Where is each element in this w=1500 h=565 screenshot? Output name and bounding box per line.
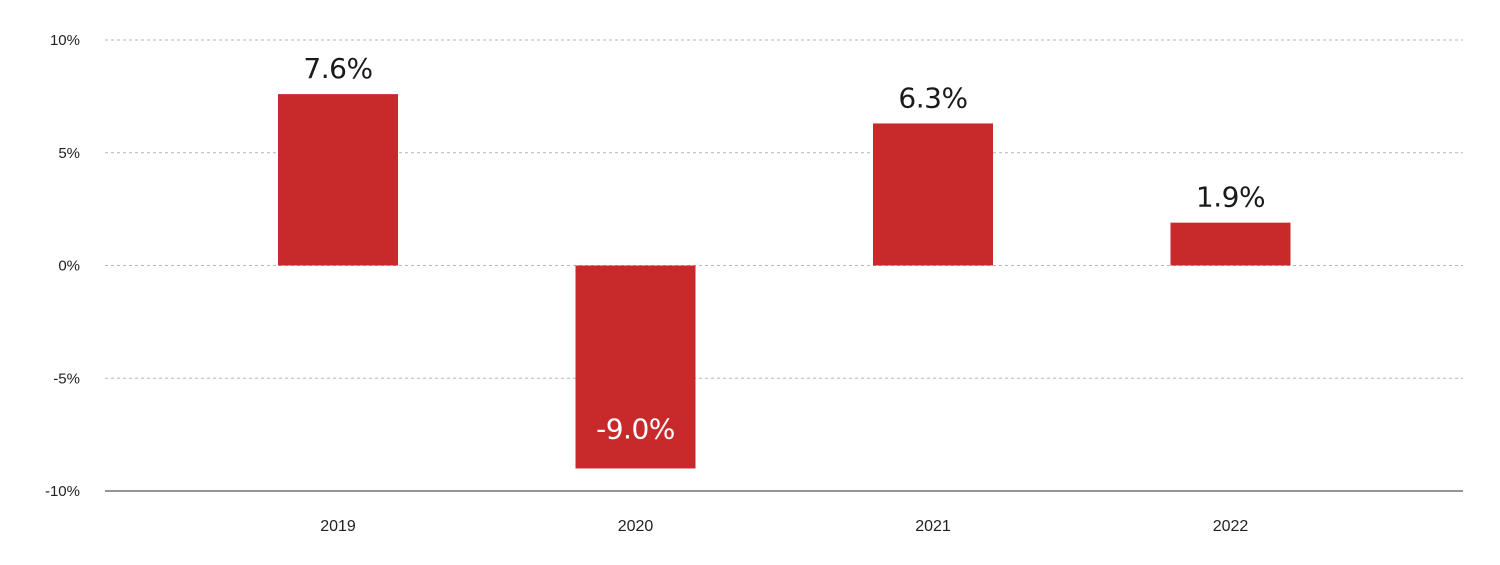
data-label-2021: 6.3% (898, 81, 967, 114)
bars (278, 94, 1291, 469)
data-labels: 7.6% -9.0% 6.3% 1.9% (303, 52, 1265, 445)
gridlines (105, 39, 1463, 379)
y-tick-label: -10% (45, 483, 80, 500)
bar-2022 (1170, 222, 1291, 266)
y-tick-label: -5% (53, 370, 80, 387)
x-axis: 2019 2020 2021 2022 (105, 490, 1463, 535)
y-tick-label: 0% (58, 258, 80, 275)
x-tick-label: 2021 (915, 518, 951, 535)
bar-2019 (278, 94, 398, 266)
data-label-2020: -9.0% (596, 412, 675, 445)
y-tick-label: 5% (58, 145, 80, 162)
x-tick-label: 2022 (1213, 518, 1249, 535)
y-axis-tick-labels: 10% 5% 0% -5% -10% (45, 32, 80, 500)
bar-2021 (873, 123, 993, 266)
data-label-2019: 7.6% (303, 52, 372, 85)
x-tick-label: 2020 (618, 518, 654, 535)
y-tick-label: 10% (50, 32, 80, 49)
bar-2020 (575, 265, 696, 469)
data-label-2022: 1.9% (1196, 181, 1265, 214)
x-tick-label: 2019 (320, 518, 356, 535)
